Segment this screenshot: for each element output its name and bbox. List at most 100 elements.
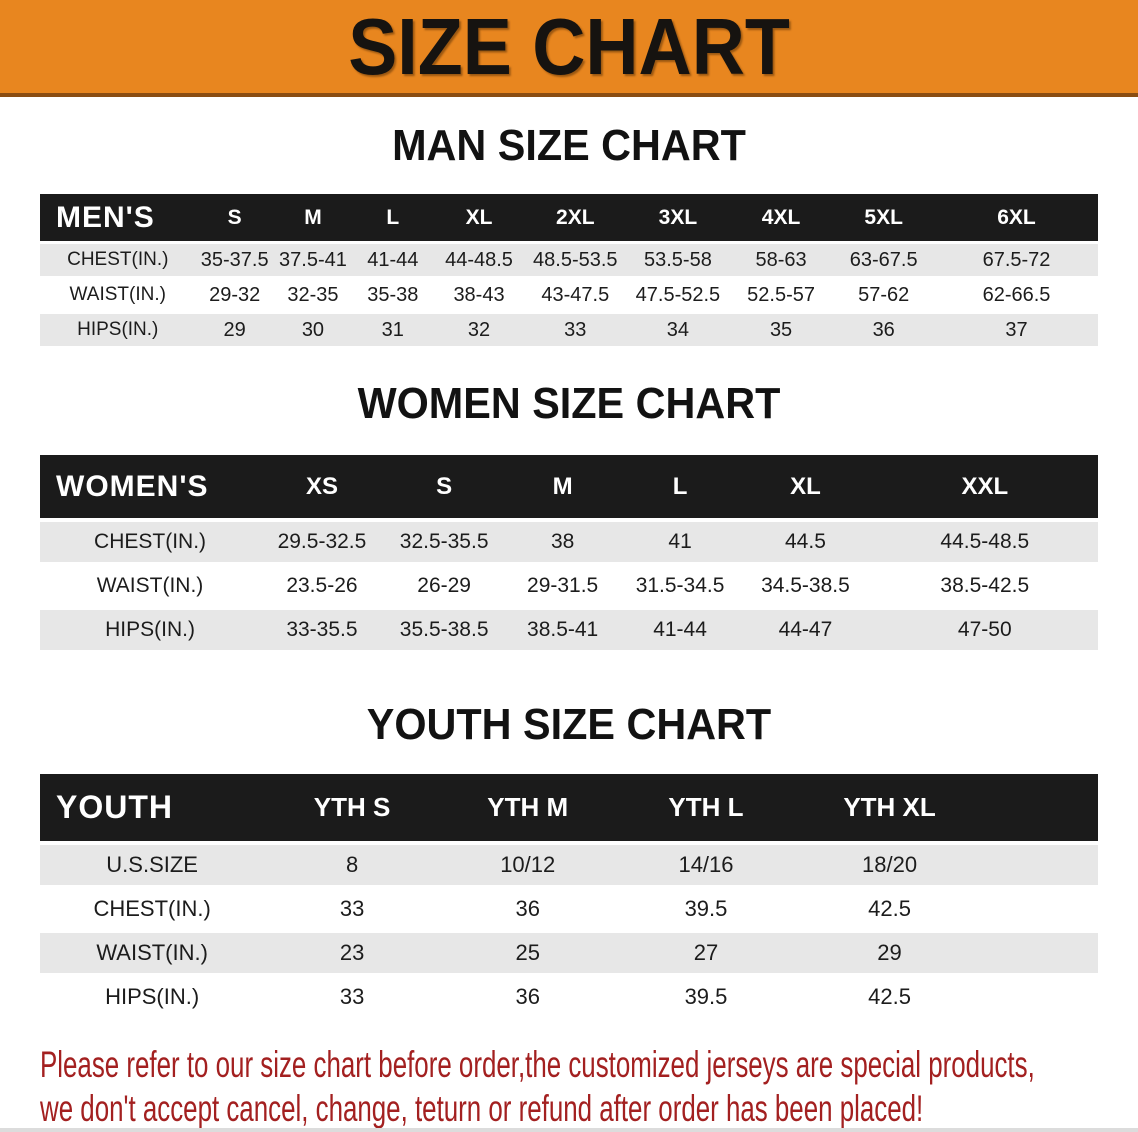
youth-size-chart-heading: YOUTH SIZE CHART [366, 700, 772, 749]
size-value: 33 [339, 896, 365, 921]
size-value: 31 [381, 318, 404, 341]
size-column-header: S [383, 455, 505, 518]
size-value: 26-29 [417, 574, 471, 597]
size-value: 52.5-57 [747, 283, 815, 306]
size-value: 41-44 [653, 618, 707, 641]
size-column-header: L [620, 455, 740, 518]
size-value: 67.5-72 [982, 248, 1051, 271]
row-label: HIPS(IN.) [77, 319, 159, 340]
size-value: 35-37.5 [200, 248, 269, 271]
size-value: 42.5 [868, 896, 911, 921]
measurement-row: CHEST(IN.) 35-37.5 37.5-41 41-44 44-48.5 48.5… [40, 244, 1098, 276]
size-value: 38.5-41 [527, 618, 599, 641]
size-column-header: M [273, 194, 353, 241]
row-spacer-cell [983, 889, 1098, 929]
size-value: 32-35 [287, 283, 339, 306]
youth-size-table: YOUTH YTH S YTH M YTH L YTH XL U.S.SIZE 8 10/12… [40, 770, 1098, 1021]
row-spacer-cell [983, 933, 1098, 973]
row-label: WAIST(IN.) [96, 940, 208, 965]
size-value: 36 [872, 318, 895, 341]
size-column-header: M [504, 455, 621, 518]
mens-size-table: MEN'S S M L XL 2XL 3XL 4XL 5XL 6XL CHEST(IN.) 35-37… [40, 191, 1098, 349]
womens-size-table: WOMEN'S XS S M L XL XXL CHEST(IN.) 29.5-32.5 32.5… [40, 451, 1098, 654]
measurement-row: HIPS(IN.) 33-35.5 35.5-38.5 38.5-41 41-44 44-… [40, 610, 1098, 650]
size-column-header: 3XL [626, 194, 730, 241]
size-column-header: XS [260, 455, 384, 518]
men-section: MAN SIZE CHART MEN'S S M L XL 2XL 3XL 4XL 5XL 6XL… [0, 121, 1138, 349]
size-value: 36 [515, 896, 540, 921]
size-value: 38.5-42.5 [940, 574, 1030, 597]
size-column-header: YTH S [264, 774, 440, 841]
banner-title: SIZE CHART [348, 1, 790, 91]
measurement-row: CHEST(IN.) 29.5-32.5 32.5-35.5 38 41 44.5 44.5… [40, 522, 1098, 562]
size-value: 38-43 [453, 283, 505, 306]
size-value: 10/12 [500, 852, 556, 877]
size-value: 44-47 [778, 618, 833, 641]
size-column-header: 4XL [729, 194, 833, 241]
man-size-chart-heading: MAN SIZE CHART [392, 121, 746, 170]
size-header-row: MEN'S S M L XL 2XL 3XL 4XL 5XL 6XL [40, 194, 1098, 241]
size-value: 23 [339, 940, 365, 965]
measurement-row: WAIST(IN.) 29-32 32-35 35-38 38-43 43-47.5 47.… [40, 279, 1098, 311]
header-spacer-cell [982, 774, 1098, 841]
size-value: 36 [515, 984, 540, 1009]
size-value: 32 [467, 318, 491, 341]
table-corner-label: YOUTH [40, 774, 265, 841]
measurement-row: U.S.SIZE 8 10/12 14/16 18/20 [40, 845, 1098, 885]
size-value: 29 [877, 940, 902, 965]
size-value: 35-38 [367, 283, 419, 306]
row-label: WAIST(IN.) [96, 574, 204, 597]
row-label: HIPS(IN.) [105, 618, 195, 641]
size-value: 42.5 [868, 984, 911, 1009]
women-section: WOMEN SIZE CHART WOMEN'S XS S M L XL XXL CHEST(… [0, 379, 1138, 654]
size-value: 63-67.5 [849, 248, 918, 271]
size-value: 48.5-53.5 [533, 248, 618, 271]
size-header-row: WOMEN'S XS S M L XL XXL [40, 455, 1098, 518]
row-label: HIPS(IN.) [105, 984, 200, 1009]
size-value: 27 [693, 940, 719, 965]
size-value: 29-32 [209, 283, 261, 306]
row-spacer-cell [983, 845, 1098, 885]
size-value: 37.5-41 [279, 248, 347, 271]
size-value: 44-48.5 [445, 248, 513, 271]
measurement-row: HIPS(IN.) 29 30 31 32 33 34 35 36 37 [40, 314, 1098, 346]
size-column-header: 6XL [935, 194, 1098, 241]
size-column-header: XXL [871, 455, 1098, 518]
disclaimer-line-1: Please refer to our size chart before or… [40, 1044, 1035, 1085]
size-value: 14/16 [678, 852, 734, 877]
size-value: 58-63 [755, 248, 807, 271]
size-value: 35.5-38.5 [399, 618, 489, 641]
size-value: 39.5 [684, 896, 728, 921]
disclaimer-note: Please refer to our size chart before or… [40, 1043, 1138, 1128]
size-value: 33 [564, 318, 587, 341]
size-value: 18/20 [862, 852, 918, 877]
size-value: 62-66.5 [982, 283, 1051, 306]
size-value: 29.5-32.5 [277, 530, 367, 553]
measurement-row: CHEST(IN.) 33 36 39.5 42.5 [40, 889, 1098, 929]
size-value: 33 [339, 984, 365, 1009]
size-value: 43-47.5 [541, 283, 610, 306]
size-value: 30 [301, 318, 325, 341]
measurement-row: WAIST(IN.) 23 25 27 29 [40, 933, 1098, 973]
size-value: 35 [769, 318, 793, 341]
size-header-row: YOUTH YTH S YTH M YTH L YTH XL [40, 774, 1098, 841]
size-value: 57-62 [858, 283, 910, 306]
size-column-header: YTH M [439, 774, 616, 841]
size-value: 47.5-52.5 [635, 283, 721, 306]
size-value: 41 [668, 530, 692, 553]
youth-section: YOUTH SIZE CHART YOUTH YTH S YTH M YTH L YTH… [0, 700, 1138, 1021]
row-label: U.S.SIZE [106, 852, 198, 877]
size-value: 31.5-34.5 [635, 574, 725, 597]
size-value: 38 [550, 530, 575, 553]
table-corner-label: WOMEN'S [40, 455, 261, 518]
size-value: 47-50 [957, 618, 1012, 641]
size-value: 34 [666, 318, 690, 341]
measurement-row: HIPS(IN.) 33 36 39.5 42.5 [40, 977, 1098, 1017]
measurement-row: WAIST(IN.) 23.5-26 26-29 29-31.5 31.5-34.5 34… [40, 566, 1098, 606]
size-column-header: YTH L [615, 774, 797, 841]
size-value: 41-44 [367, 248, 419, 271]
size-column-header: YTH XL [796, 774, 983, 841]
size-value: 44.5 [785, 530, 826, 553]
row-label: CHEST(IN.) [94, 530, 207, 553]
